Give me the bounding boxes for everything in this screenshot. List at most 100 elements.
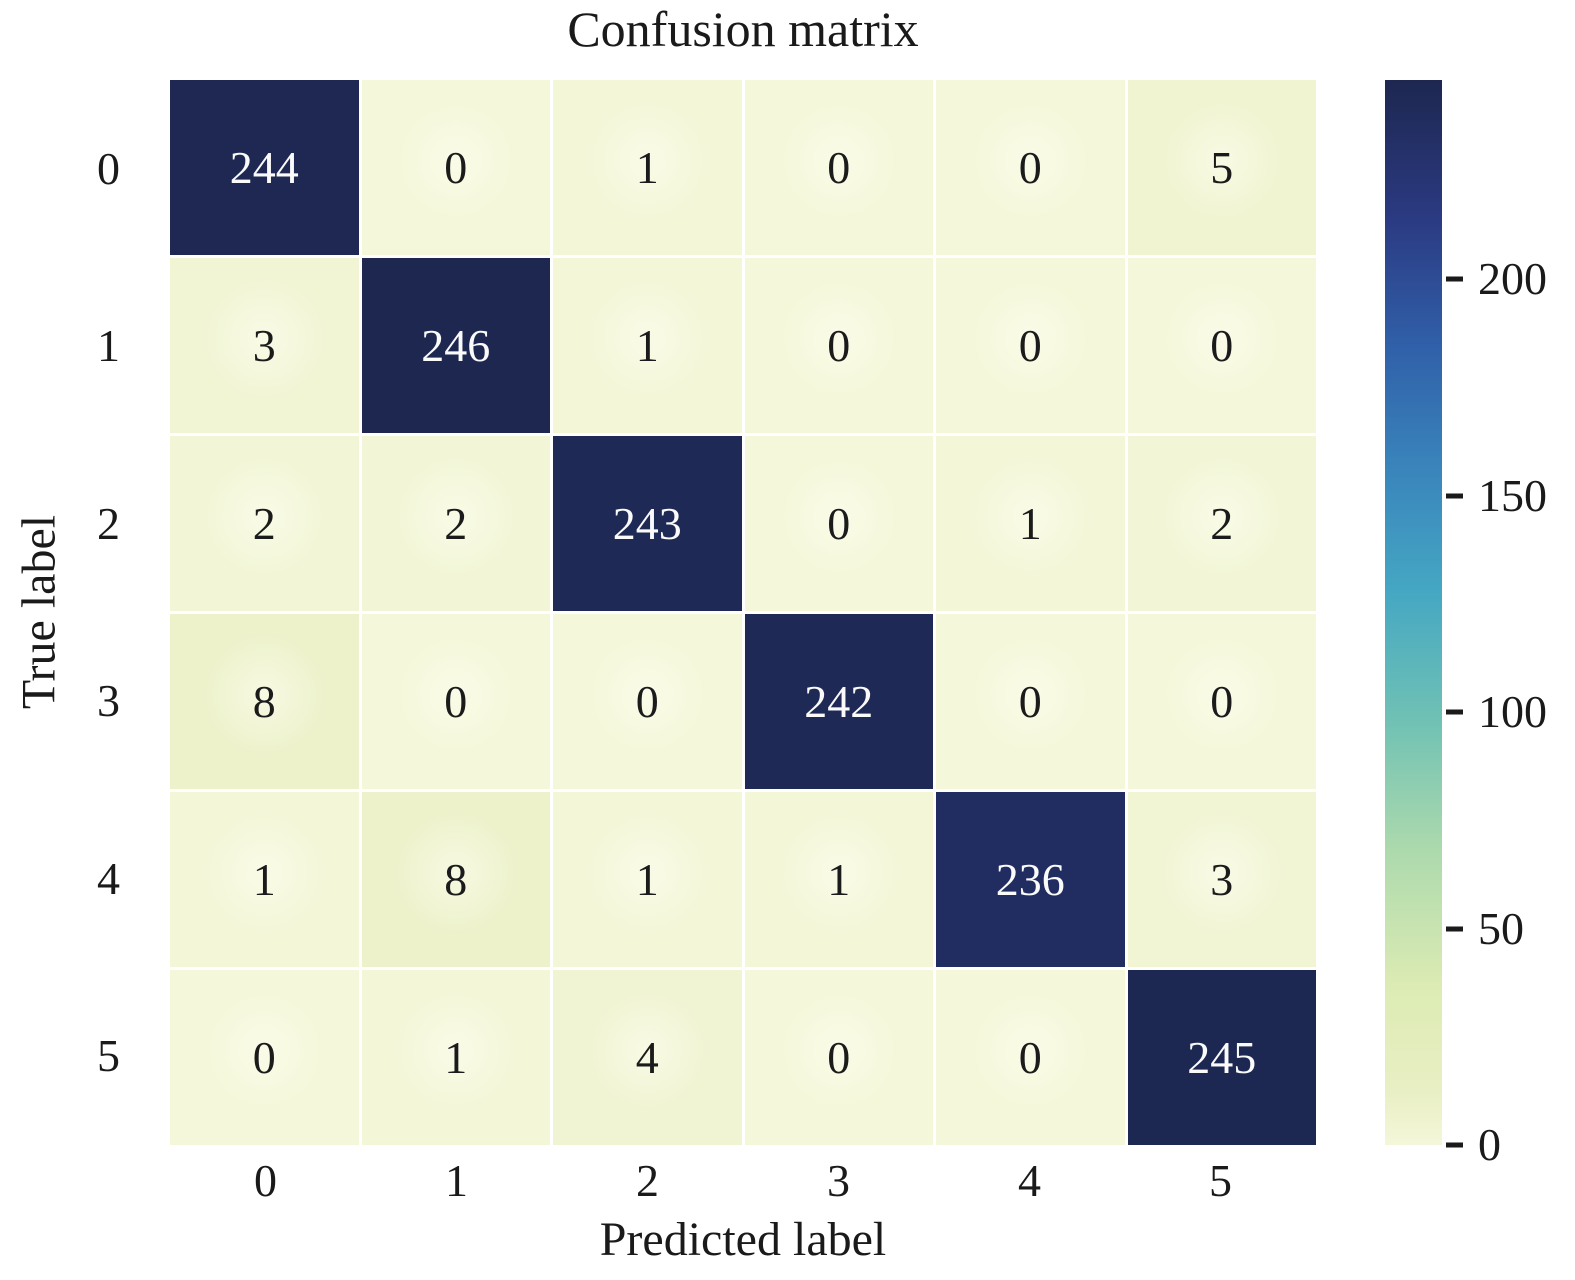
cell-value: 0 [1018, 319, 1042, 371]
cell-value: 2 [1210, 497, 1234, 549]
cell-value: 2 [444, 497, 468, 549]
heatmap-cell: 1 [553, 258, 742, 433]
cell-value: 0 [1018, 141, 1042, 193]
heatmap-cell: 1 [553, 80, 742, 255]
heatmap-cell: 8 [361, 792, 550, 967]
heatmap-cell: 0 [936, 80, 1125, 255]
x-tick-label: 1 [445, 1155, 468, 1206]
y-tick-label: 3 [97, 675, 120, 727]
cell-value: 244 [229, 141, 299, 193]
cell-value: 246 [421, 319, 491, 371]
heatmap-cell: 245 [1127, 970, 1316, 1145]
heatmap-cell: 2 [361, 436, 550, 611]
heatmap-cell: 2 [170, 436, 359, 611]
heatmap-cell: 1 [744, 792, 933, 967]
cell-value: 1 [635, 141, 659, 193]
chart-title: Confusion matrix [567, 1, 919, 57]
y-tick-label: 2 [97, 497, 120, 549]
heatmap-cell: 4 [553, 970, 742, 1145]
colorbar-tick [1446, 1142, 1463, 1148]
cell-value: 1 [827, 853, 851, 905]
x-axis-label: Predicted label [599, 1213, 887, 1266]
cell-value: 0 [252, 1031, 276, 1083]
x-tick-label: 4 [1018, 1155, 1041, 1206]
heatmap-cell: 2 [1127, 436, 1316, 611]
cell-value: 243 [612, 497, 682, 549]
cell-value: 2 [252, 497, 276, 549]
x-tick-label: 0 [254, 1155, 277, 1206]
heatmap-cell: 0 [553, 614, 742, 789]
heatmap-cell: 1 [361, 970, 550, 1145]
heatmap-cell: 246 [361, 258, 550, 433]
y-tick-label: 1 [97, 320, 120, 372]
colorbar-tick [1446, 926, 1463, 932]
colorbar-gradient [1385, 80, 1442, 1145]
cell-value: 1 [252, 853, 276, 905]
heatmap-cell: 242 [744, 614, 933, 789]
heatmap-cell: 1 [553, 792, 742, 967]
cell-value: 0 [1210, 319, 1234, 371]
heatmap-cell: 0 [1127, 258, 1316, 433]
y-tick-label: 4 [97, 852, 120, 904]
cell-value: 3 [1210, 853, 1234, 905]
colorbar-tick-label: 50 [1478, 902, 1524, 954]
cell-value: 1 [635, 853, 659, 905]
cell-value: 1 [1018, 497, 1042, 549]
cell-value: 1 [635, 319, 659, 371]
heatmap-cell: 0 [361, 80, 550, 255]
heatmap-cell: 0 [744, 80, 933, 255]
heatmap-cell: 0 [936, 970, 1125, 1145]
colorbar-tick [1446, 493, 1463, 499]
colorbar: 0 50 100 150 200 [1385, 80, 1547, 1168]
cell-value: 0 [827, 141, 851, 193]
heatmap-cell: 3 [170, 258, 359, 433]
cell-value: 0 [827, 1031, 851, 1083]
cell-value: 3 [252, 319, 276, 371]
heatmap-cell: 8 [170, 614, 359, 789]
cell-value: 8 [444, 853, 468, 905]
colorbar-tick [1446, 709, 1463, 715]
cell-value: 242 [804, 675, 874, 727]
cell-value: 236 [995, 853, 1065, 905]
cell-value: 0 [444, 675, 468, 727]
cell-value: 0 [1210, 675, 1234, 727]
y-tick-label: 0 [97, 142, 120, 194]
heatmap-cell: 5 [1127, 80, 1316, 255]
x-tick-label: 3 [827, 1155, 850, 1206]
heatmap-cell: 243 [553, 436, 742, 611]
heatmap-cell: 0 [361, 614, 550, 789]
cell-value: 0 [1018, 1031, 1042, 1083]
heatmap-cell: 0 [1127, 614, 1316, 789]
colorbar-tick-label: 100 [1478, 686, 1547, 738]
heatmap-cell: 0 [744, 258, 933, 433]
colorbar-tick-label: 200 [1478, 253, 1547, 305]
cell-value: 4 [635, 1031, 659, 1083]
cell-value: 0 [635, 675, 659, 727]
heatmap-cell: 0 [936, 614, 1125, 789]
y-tick-label: 5 [97, 1030, 120, 1082]
cell-value: 0 [444, 141, 468, 193]
heatmap-cell: 244 [170, 80, 359, 255]
colorbar-tick [1446, 276, 1463, 282]
heatmap-cell: 3 [1127, 792, 1316, 967]
cell-value: 8 [252, 675, 276, 727]
cell-value: 1 [444, 1031, 468, 1083]
cell-value: 0 [827, 497, 851, 549]
cell-value: 0 [827, 319, 851, 371]
heatmap-cell: 0 [170, 970, 359, 1145]
x-tick-label: 5 [1209, 1155, 1232, 1206]
y-tick-labels: 0 1 2 3 4 5 [20, 80, 120, 1145]
heatmap-cell: 1 [170, 792, 359, 967]
x-tick-label: 2 [636, 1155, 659, 1206]
cell-value: 0 [1018, 675, 1042, 727]
cell-value: 5 [1210, 141, 1234, 193]
heatmap-cell: 0 [744, 436, 933, 611]
cell-value: 245 [1187, 1031, 1257, 1083]
heatmap-grid: 244 0 1 0 0 5 3 246 1 0 0 0 2 2 243 0 1 2 8 0 0 242 0 0 1 8 1 1 236 3… [170, 80, 1316, 1145]
heatmap-cell: 1 [936, 436, 1125, 611]
heatmap-cell: 236 [936, 792, 1125, 967]
x-tick-labels: 0 1 2 3 4 5 [170, 1158, 1316, 1214]
colorbar-tick-label: 0 [1478, 1119, 1501, 1170]
heatmap-cell: 0 [936, 258, 1125, 433]
